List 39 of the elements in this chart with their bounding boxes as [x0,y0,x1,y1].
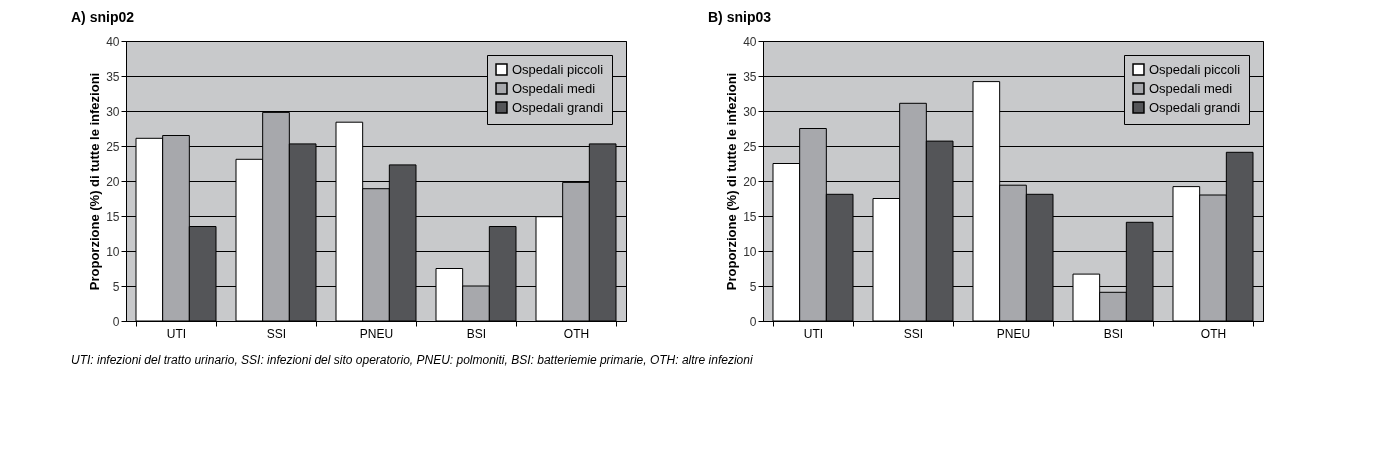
legend-label: Ospedali medi [1149,80,1233,96]
y-tick-label: 20 [743,174,757,189]
x-tick-label: SSI [903,326,924,341]
y-tick-label: 20 [106,174,120,189]
y-tick-label: 35 [106,69,120,84]
x-tick-label: SSI [266,326,287,341]
y-axis-title: Proporzione (%) di tutte le infezioni [87,72,103,291]
y-tick-label: 40 [743,34,757,49]
text: UTI: infezioni del tratto urinario, SSI: infezioni del sito operatorio, PNEU: polmoniti, BSI: batteriemie primarie, OTH: altre infezioni [71,353,753,367]
y-tick-label: 5 [112,279,120,294]
y-tick-label: 40 [106,34,120,49]
legend-label: Ospedali piccoli [512,61,604,77]
legend-label: Ospedali grandi [1149,99,1241,115]
y-tick-label: 5 [749,279,757,294]
legend-label: Ospedali grandi [512,99,604,115]
x-tick-label: PNEU [359,326,394,341]
x-tick-label: PNEU [996,326,1031,341]
legend-label: Ospedali piccoli [1149,61,1241,77]
x-tick-label: UTI [803,326,824,341]
y-tick-label: 10 [106,244,120,259]
y-axis-title: Proporzione (%) di tutte le infezioni [724,72,740,291]
x-tick-label: BSI [1103,326,1124,341]
y-tick-label: 35 [743,69,757,84]
y-tick-label: 10 [743,244,757,259]
x-tick-label: OTH [563,326,590,341]
x-tick-label: BSI [466,326,487,341]
chart-title: B) snip03 [708,9,772,25]
y-tick-label: 30 [106,104,120,119]
y-tick-label: 15 [106,209,120,224]
x-tick-label: OTH [1200,326,1227,341]
y-tick-label: 30 [743,104,757,119]
y-tick-label: 0 [112,314,120,329]
x-tick-label: UTI [166,326,187,341]
legend-label: Ospedali medi [512,80,596,96]
y-tick-label: 15 [743,209,757,224]
y-tick-label: 25 [106,139,120,154]
chart-title: A) snip02 [71,9,135,25]
y-tick-label: 25 [743,139,757,154]
y-tick-label: 0 [749,314,757,329]
